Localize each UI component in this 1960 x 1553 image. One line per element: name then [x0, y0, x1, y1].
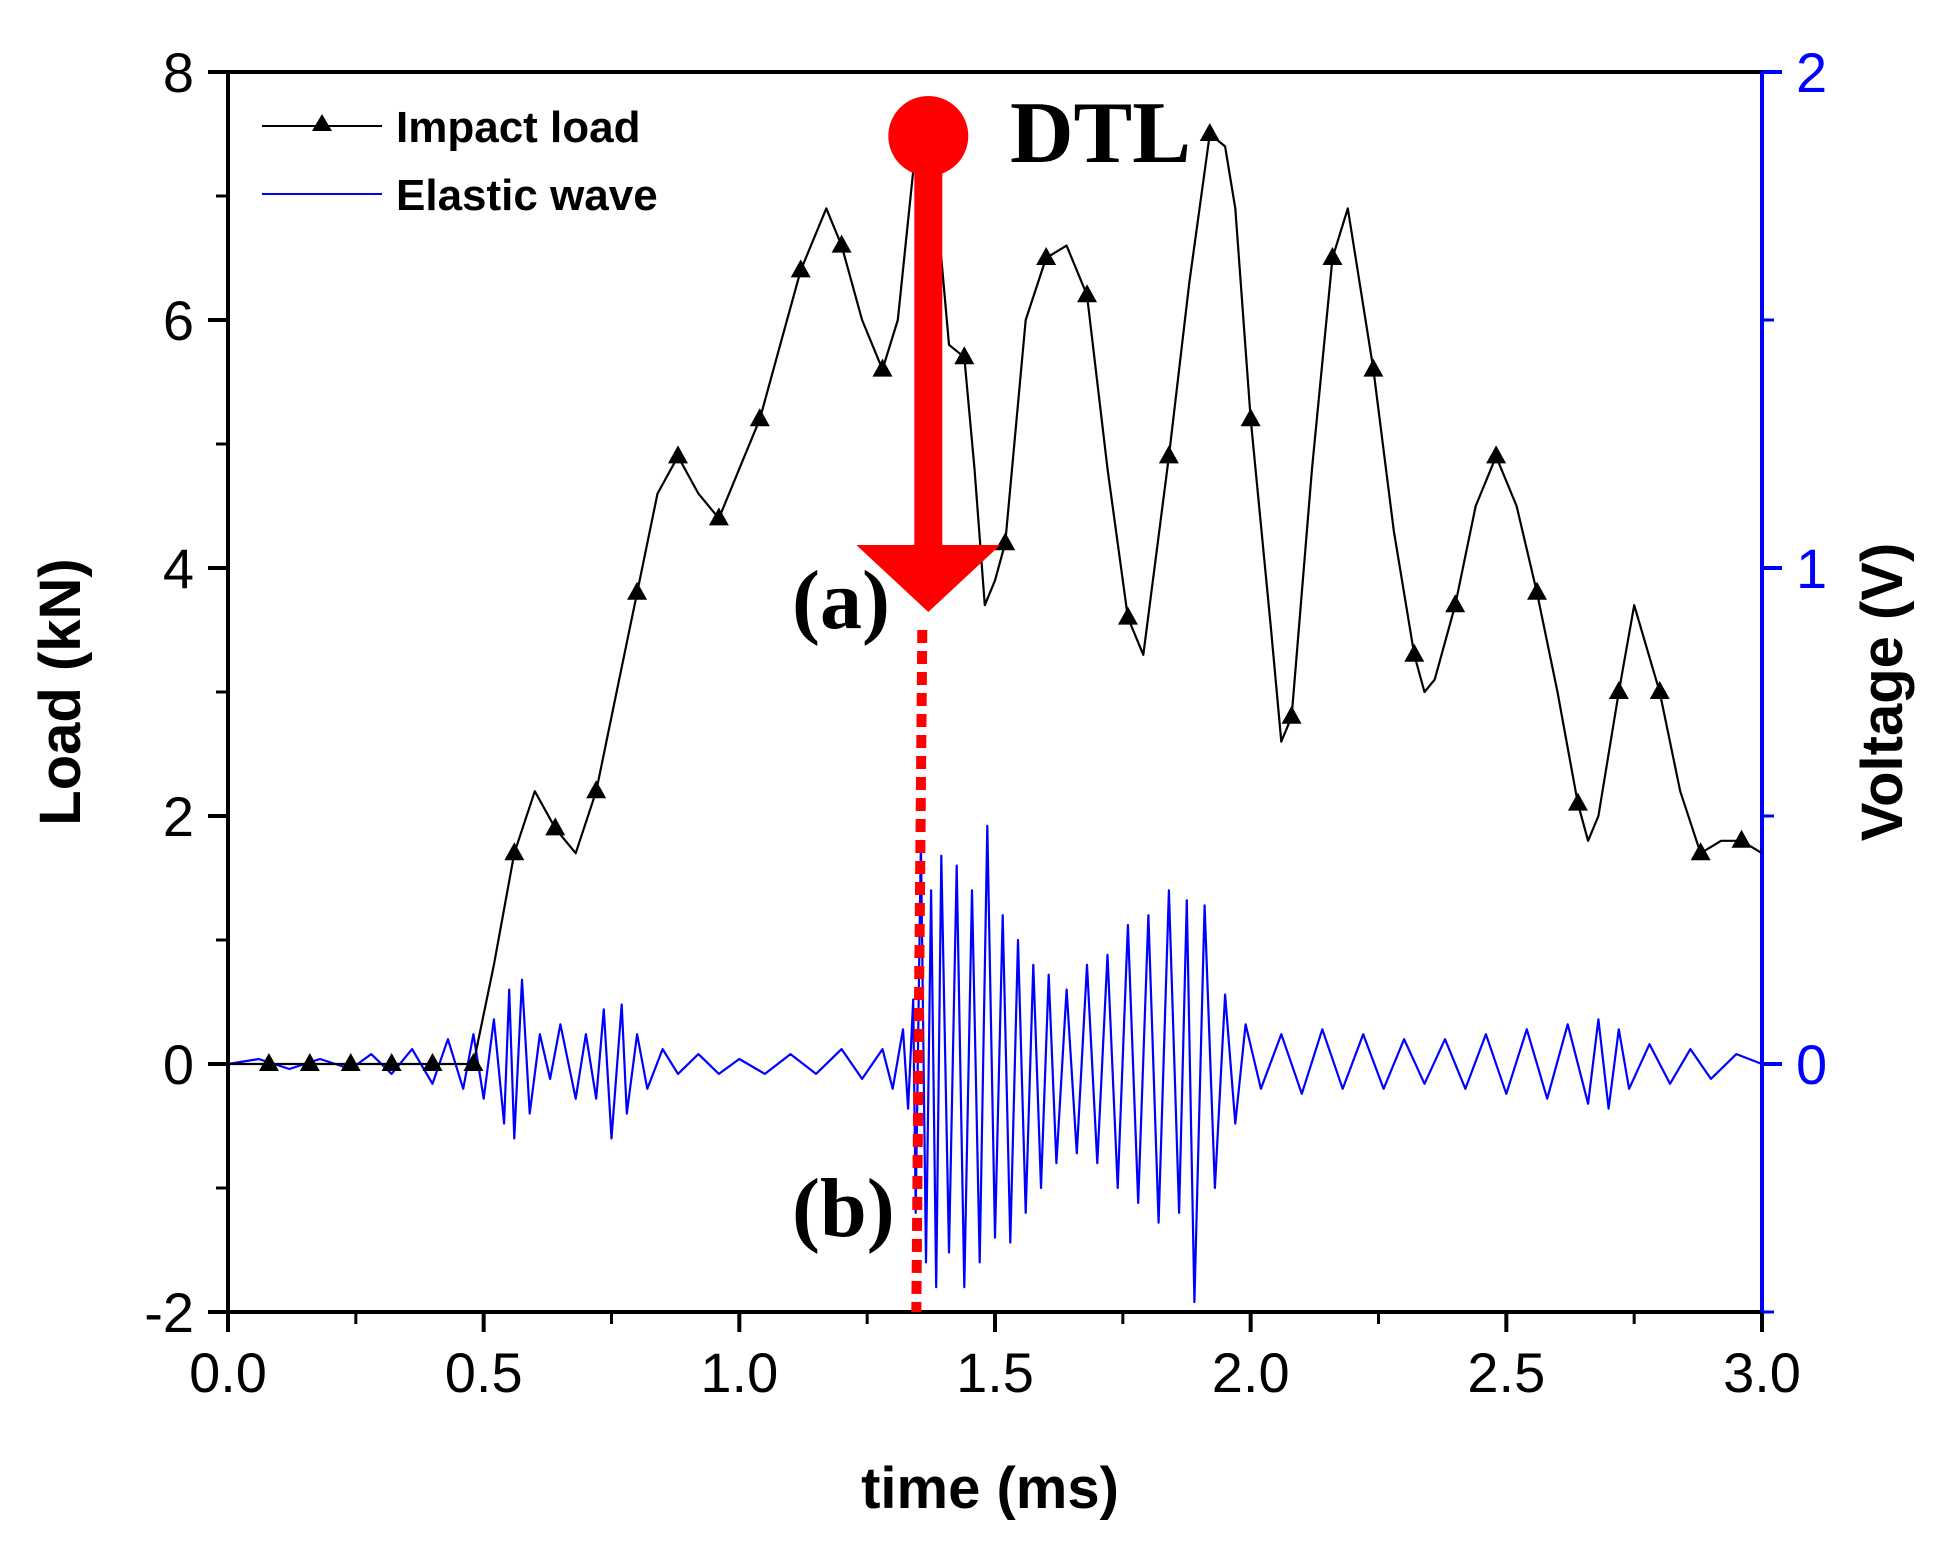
x-ticks: 0.0 0.5 1.0 1.5 2.0 2.5 3.0 [189, 1312, 1801, 1404]
y-tick-label-left: 6 [163, 289, 194, 352]
impact-load-marker [954, 346, 975, 365]
dtl-arrow-shaft [914, 135, 943, 545]
impact-load-marker [1281, 705, 1302, 724]
impact-load-marker [258, 1053, 279, 1071]
impact-load-marker [463, 1053, 484, 1071]
impact-load-marker [381, 1053, 402, 1071]
x-tick-label: 2.0 [1212, 1341, 1290, 1404]
y-ticks-left: -2 0 2 4 6 8 [144, 41, 228, 1344]
impact-load-marker [1240, 408, 1261, 427]
x-tick-label: 0.5 [445, 1341, 523, 1404]
legend: Impact load Elastic wave [262, 103, 658, 220]
impact-load-marker [1649, 681, 1670, 699]
x-tick-label: 1.5 [956, 1341, 1034, 1404]
impact-load-marker [1731, 829, 1752, 848]
impact-load-marker [1690, 842, 1711, 861]
y-tick-label-left: 4 [163, 537, 194, 600]
impact-load-marker [1527, 581, 1548, 600]
x-tick-label: 1.0 [700, 1341, 778, 1404]
impact-load-marker [1445, 594, 1466, 613]
impact-load-marker [667, 445, 688, 464]
y-tick-label-right: 0 [1796, 1033, 1827, 1096]
x-tick-label: 2.5 [1467, 1341, 1545, 1404]
dtl-arrow-ball [888, 96, 969, 176]
y-tick-label-left: -2 [144, 1281, 194, 1344]
impact-load-marker [1077, 284, 1098, 303]
impact-load-marker [1404, 643, 1425, 662]
impact-load-marker [790, 259, 811, 278]
series-layer [227, 123, 1763, 1304]
y-axis-title-left: Load (kN) [28, 558, 93, 825]
y-tick-label-right: 1 [1796, 537, 1827, 600]
impact-load-marker [1363, 358, 1384, 377]
impact-load-marker [872, 358, 893, 377]
x-tick-label: 3.0 [1723, 1341, 1801, 1404]
impact-load-marker [504, 842, 525, 861]
series-elastic-wave [227, 824, 1763, 1304]
marker-dashed-line [911, 629, 928, 1313]
impact-load-marker [299, 1053, 320, 1071]
impact-load-marker [1486, 445, 1507, 464]
y-tick-label-left: 2 [163, 785, 194, 848]
impact-load-marker [586, 780, 607, 799]
impact-load-marker [1199, 123, 1220, 141]
impact-load-marker [708, 507, 729, 526]
annotation-layer: DTL (a) (b) [792, 85, 1191, 1313]
x-tick-label: 0.0 [189, 1341, 267, 1404]
axes [226, 70, 1764, 1314]
impact-load-marker [545, 817, 566, 836]
y-tick-label-right: 2 [1796, 41, 1827, 104]
label-b: (b) [792, 1162, 895, 1255]
impact-load-marker [422, 1053, 443, 1071]
impact-load-marker [627, 581, 648, 600]
impact-load-marker [1567, 792, 1588, 811]
legend-marker-impact-load [312, 114, 332, 131]
legend-label-impact-load: Impact load [396, 103, 641, 152]
impact-load-marker [1608, 681, 1629, 699]
label-a: (a) [792, 554, 890, 647]
y-tick-label-left: 8 [163, 41, 194, 104]
impact-load-marker [1322, 247, 1343, 265]
x-axis-title: time (ms) [861, 1456, 1119, 1521]
y-tick-label-left: 0 [163, 1033, 194, 1096]
impact-load-marker [831, 234, 852, 253]
y-axis-title-right: Voltage (V) [1850, 543, 1915, 842]
impact-load-marker [1117, 606, 1138, 625]
impact-load-marker [340, 1053, 361, 1071]
legend-label-elastic-wave: Elastic wave [396, 171, 658, 220]
dtl-arrow-head [856, 545, 1001, 612]
dtl-label: DTL [1010, 85, 1191, 182]
impact-load-marker [1158, 445, 1179, 464]
impact-load-marker [1036, 247, 1057, 265]
y-ticks-right: 0 1 2 [1762, 41, 1827, 1314]
series-impact-load [228, 132, 1763, 1066]
impact-load-marker [749, 408, 770, 427]
impact-load-marker [995, 532, 1016, 551]
